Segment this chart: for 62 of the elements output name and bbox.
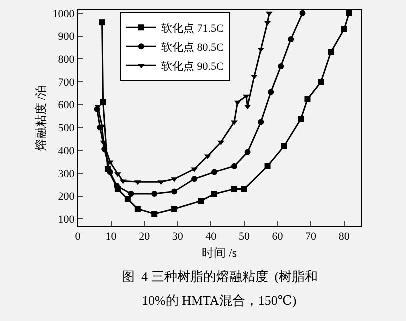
y-tick-label: 100	[58, 214, 76, 226]
text: 10%的 HMTA混合，150℃)	[142, 293, 297, 308]
legend-label: 软化点 80.5C	[161, 40, 224, 54]
point	[172, 188, 178, 195]
point	[298, 116, 304, 122]
point	[278, 63, 284, 70]
point	[192, 176, 198, 182]
point	[244, 149, 251, 156]
y-tick-label: 700	[58, 76, 76, 89]
y-tick-label: 400	[58, 145, 76, 158]
y-tick-label: 800	[58, 54, 76, 66]
point	[134, 206, 141, 212]
point	[107, 169, 114, 176]
point	[264, 163, 271, 170]
point	[258, 119, 264, 126]
point	[212, 191, 218, 198]
point	[100, 99, 106, 106]
x-tick-label: 50	[238, 231, 250, 244]
x-tick-label: 30	[172, 231, 184, 244]
legend-label: 软化点 90.5C	[161, 60, 224, 73]
y-tick-label: 200	[58, 191, 76, 204]
x-tick-label: 0	[75, 231, 82, 244]
point	[268, 89, 274, 96]
point	[241, 186, 248, 192]
point	[231, 163, 238, 170]
y-axis-title: 熔融粘度 /泊	[34, 84, 48, 152]
point	[99, 20, 106, 26]
point	[304, 96, 311, 102]
caption: 图 4 三种树脂的熔融粘度 (树脂和	[122, 269, 318, 284]
x-axis-title: 时间 /s	[202, 246, 238, 260]
y-tick-label: 600	[58, 100, 76, 112]
y-tick-label: 300	[58, 168, 76, 180]
point	[328, 50, 334, 56]
point	[243, 94, 250, 100]
point	[172, 206, 178, 212]
point	[341, 26, 348, 32]
point	[300, 10, 306, 16]
point	[288, 36, 294, 42]
x-tick-label: 10	[106, 231, 118, 244]
y-tick-label: 500	[58, 122, 76, 135]
point	[124, 196, 131, 202]
point	[231, 186, 238, 192]
point	[212, 169, 218, 176]
point	[231, 120, 238, 126]
point	[128, 191, 134, 197]
point	[191, 168, 198, 172]
y-tick-label: 1000	[52, 8, 76, 20]
x-tick-label: 80	[338, 231, 350, 244]
legend-label: 软化点 71.5C	[161, 22, 224, 35]
point	[114, 183, 120, 189]
y-tick-label: 900	[58, 31, 76, 44]
point	[152, 211, 158, 218]
x-tick-label: 70	[306, 231, 318, 244]
x-tick-label: 40	[206, 231, 218, 244]
point	[346, 10, 352, 16]
x-tick-label: 60	[272, 231, 284, 244]
x-tick-label: 20	[139, 231, 151, 244]
point	[198, 198, 204, 204]
point	[152, 191, 158, 197]
point	[251, 75, 258, 80]
point	[318, 79, 324, 86]
point	[281, 143, 288, 150]
